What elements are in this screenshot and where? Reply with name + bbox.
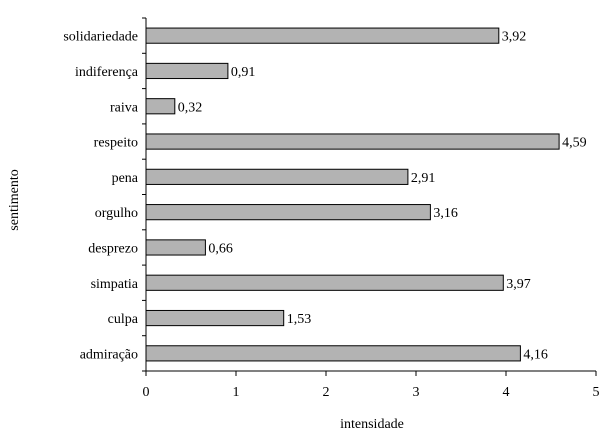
y-tick-label: admiração <box>80 347 138 362</box>
bar <box>145 168 409 185</box>
x-tick-label: 1 <box>233 385 240 400</box>
y-tick-label: pena <box>112 171 139 186</box>
y-tick-label: indiferença <box>75 65 139 80</box>
axes-layer: solidariedade indiferença raiva respeito pen… <box>63 17 600 400</box>
value-label: 0,32 <box>178 100 203 115</box>
bar <box>145 274 504 291</box>
x-tick-label: 0 <box>143 385 150 400</box>
y-tick-label: raiva <box>110 100 139 115</box>
y-tick-label: desprezo <box>88 241 138 256</box>
x-axis-title: intensidade <box>340 417 404 432</box>
bar <box>145 62 229 80</box>
y-tick-label: culpa <box>108 312 139 327</box>
value-label: 3,97 <box>506 277 531 292</box>
x-tick-label: 4 <box>503 385 510 400</box>
value-label: 3,92 <box>502 30 527 45</box>
y-axis-title: sentimento <box>7 169 22 230</box>
bar <box>145 98 176 115</box>
y-tick-label: solidariedade <box>63 30 138 45</box>
value-label: 0,66 <box>208 241 233 256</box>
value-label: 4,59 <box>562 136 587 151</box>
bar <box>145 239 206 256</box>
y-tick-label: respeito <box>94 136 138 151</box>
bar <box>145 133 560 150</box>
value-label: 0,91 <box>231 65 256 80</box>
bars-layer: 3,92 0,91 0,32 4,59 2,91 3,16 0,66 3,97 1,53 4,16 <box>145 27 587 362</box>
y-tick-label: simpatia <box>91 277 139 292</box>
x-tick-label: 5 <box>593 385 600 400</box>
value-label: 4,16 <box>523 347 548 362</box>
bar <box>145 309 285 327</box>
y-tick-label: orgulho <box>95 206 138 221</box>
value-label: 2,91 <box>411 171 436 186</box>
x-tick-label: 3 <box>413 385 420 400</box>
value-label: 1,53 <box>287 312 312 327</box>
bar <box>145 204 431 221</box>
value-label: 3,16 <box>433 206 458 221</box>
x-tick-label: 2 <box>323 385 330 400</box>
bar <box>145 27 500 44</box>
bar <box>145 345 521 362</box>
